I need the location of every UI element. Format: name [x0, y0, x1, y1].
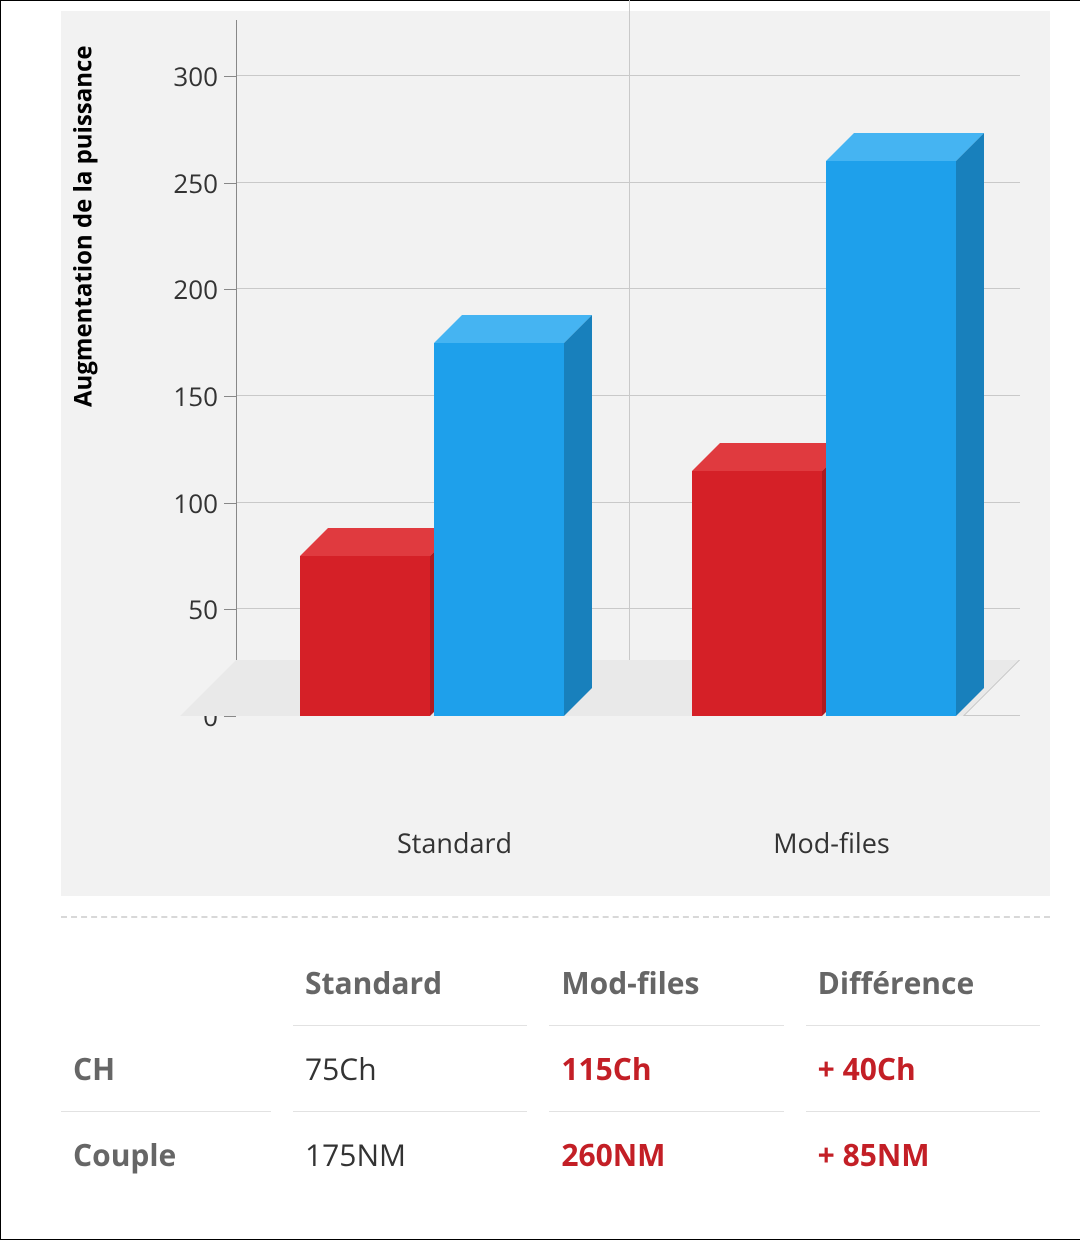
plot-area — [236, 76, 1020, 716]
y-tick: 50 — [188, 591, 218, 627]
table-column-header: Mod-files — [549, 940, 783, 1026]
page: Augmentation de la puissance 05010015020… — [0, 0, 1080, 1240]
table-row: Couple 175NM 260NM + 85NM — [61, 1112, 1040, 1197]
x-tick-label: Mod-files — [643, 824, 1020, 861]
y-tick: 300 — [173, 58, 218, 94]
table-corner — [61, 961, 271, 1005]
power-chart: Augmentation de la puissance 05010015020… — [61, 11, 1050, 896]
bar — [692, 471, 822, 716]
x-tick-label: Standard — [266, 824, 643, 861]
bar — [434, 343, 564, 716]
x-axis-labels: StandardMod-files — [236, 796, 1020, 861]
table-cell: 260NM — [549, 1112, 783, 1197]
y-tick: 250 — [173, 165, 218, 201]
table-column-header: Standard — [293, 940, 527, 1026]
table-cell: 175NM — [293, 1112, 527, 1197]
table-cell: + 40Ch — [806, 1026, 1040, 1112]
bar — [826, 161, 956, 716]
table-column-header: Différence — [806, 940, 1040, 1026]
y-tick: 100 — [173, 485, 218, 521]
table-cell: 115Ch — [549, 1026, 783, 1112]
y-tick: 150 — [173, 378, 218, 414]
table-row: CH 75Ch 115Ch + 40Ch — [61, 1026, 1040, 1112]
table-cell: + 85NM — [806, 1112, 1040, 1197]
table-cell: 75Ch — [293, 1026, 527, 1112]
table-header: Standard Mod-files Différence — [61, 940, 1040, 1026]
comparison-table: Standard Mod-files Différence CH 75Ch 115Ch + … — [61, 940, 1040, 1197]
table-row-label: CH — [61, 1026, 271, 1112]
bar-group — [236, 76, 628, 716]
section-divider — [61, 916, 1050, 918]
y-tick: 200 — [173, 271, 218, 307]
y-axis: 050100150200250300 — [91, 76, 236, 716]
table-row-label: Couple — [61, 1112, 271, 1197]
bar-groups — [236, 76, 1020, 716]
bar-group — [628, 76, 1020, 716]
bar — [300, 556, 430, 716]
